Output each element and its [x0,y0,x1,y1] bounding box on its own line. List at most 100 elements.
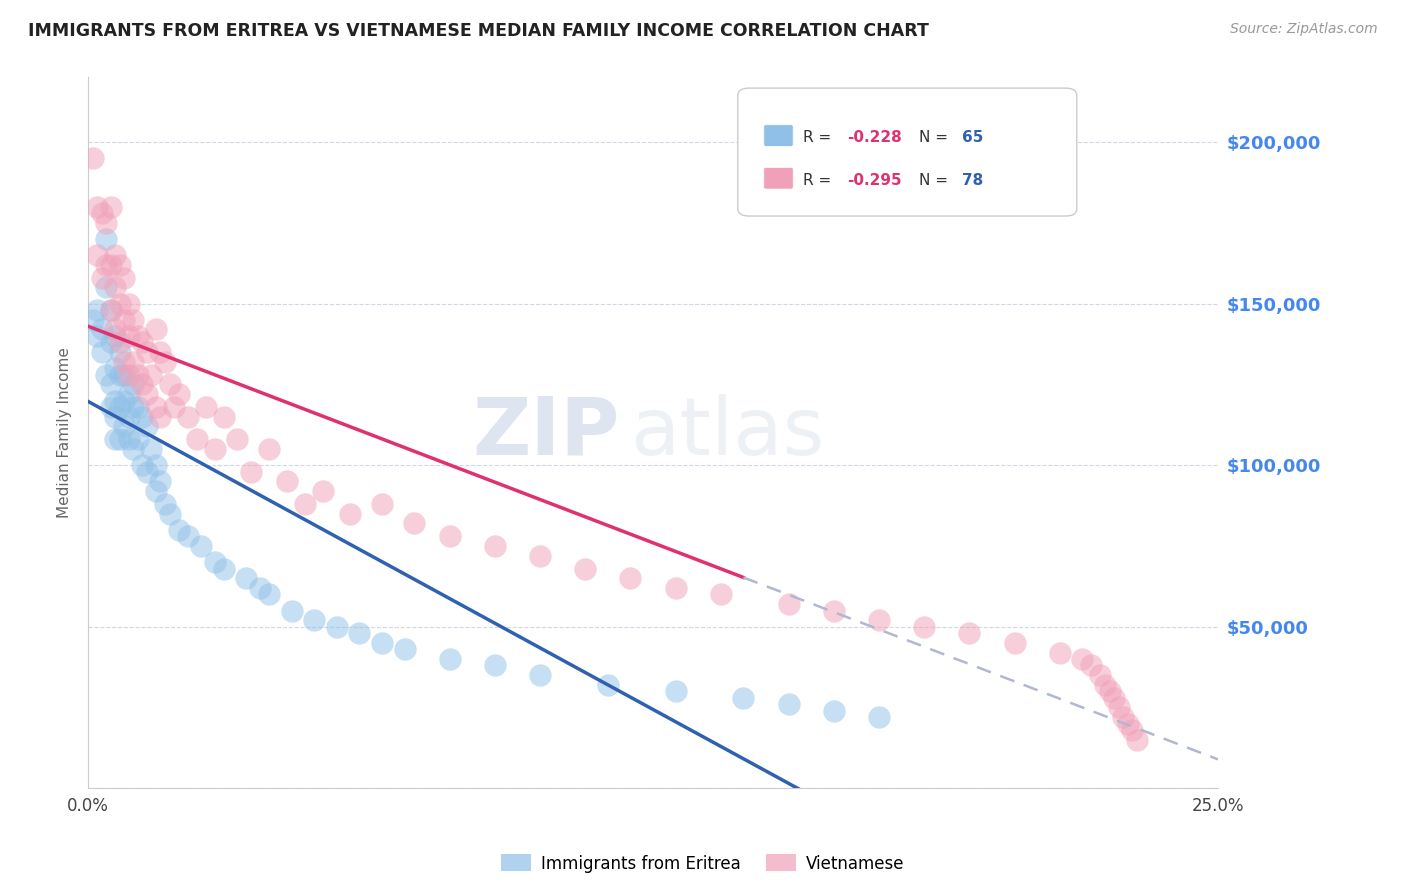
Point [112,368,135,382]
Point [96,368,118,382]
Point [349,626,371,640]
Point [104,329,127,343]
Point [96,280,118,294]
Point [176,409,198,424]
Point [96,216,118,230]
Point [127,432,149,446]
Point [1125,732,1147,747]
Point [1108,700,1130,714]
Point [145,483,167,498]
Point [257,587,280,601]
Point [226,432,249,446]
Point [665,581,688,595]
Point [145,400,167,414]
Point [194,400,217,414]
Point [529,549,551,563]
Point [135,419,157,434]
Point [100,303,122,318]
Text: Source: ZipAtlas.com: Source: ZipAtlas.com [1230,22,1378,37]
Point [104,361,127,376]
Point [402,516,425,531]
Point [868,613,890,627]
Point [957,626,980,640]
Point [82,151,104,165]
Point [112,270,135,285]
Point [108,432,131,446]
Text: N =: N = [918,173,952,188]
Point [108,335,131,350]
Point [1116,716,1139,731]
Text: 65: 65 [962,130,983,145]
Point [104,280,127,294]
Point [235,571,257,585]
Legend: Immigrants from Eritrea, Vietnamese: Immigrants from Eritrea, Vietnamese [495,847,911,880]
Point [153,355,176,369]
Point [371,636,394,650]
Point [1004,636,1026,650]
Point [112,393,135,408]
Point [118,329,141,343]
Text: R =: R = [803,130,837,145]
Point [118,368,141,382]
Point [127,368,149,382]
FancyBboxPatch shape [763,168,793,189]
Point [118,432,141,446]
Point [96,258,118,272]
Point [86,248,108,262]
Point [1071,652,1094,666]
Point [280,603,302,617]
Point [710,587,733,601]
Point [86,329,108,343]
Point [619,571,641,585]
Point [104,409,127,424]
Point [1121,723,1143,737]
Point [186,432,208,446]
Point [145,458,167,472]
Point [484,539,506,553]
Point [141,442,163,456]
Point [135,465,157,479]
FancyBboxPatch shape [763,125,793,146]
Point [108,296,131,310]
Text: atlas: atlas [630,394,825,472]
Point [190,539,212,553]
Point [149,409,172,424]
Point [159,377,181,392]
Point [118,409,141,424]
Point [118,387,141,401]
Text: R =: R = [803,173,837,188]
Point [1094,678,1116,692]
Point [86,200,108,214]
Point [371,497,394,511]
Point [439,529,461,543]
Point [302,613,325,627]
Point [868,710,890,724]
Point [574,561,596,575]
Point [135,345,157,359]
Point [141,368,163,382]
Point [118,296,141,310]
Point [823,603,845,617]
Point [90,206,112,220]
Point [312,483,335,498]
Point [149,475,172,489]
Point [90,270,112,285]
Point [112,312,135,326]
Point [131,335,153,350]
Point [176,529,198,543]
Point [82,312,104,326]
Point [1112,710,1135,724]
Point [1090,668,1112,682]
FancyBboxPatch shape [738,88,1077,216]
Point [112,419,135,434]
Point [204,442,226,456]
Point [104,432,127,446]
Point [112,355,135,369]
Point [104,248,127,262]
Point [108,368,131,382]
Point [145,322,167,336]
Point [212,561,235,575]
Point [122,400,145,414]
Point [96,232,118,246]
Point [131,458,153,472]
